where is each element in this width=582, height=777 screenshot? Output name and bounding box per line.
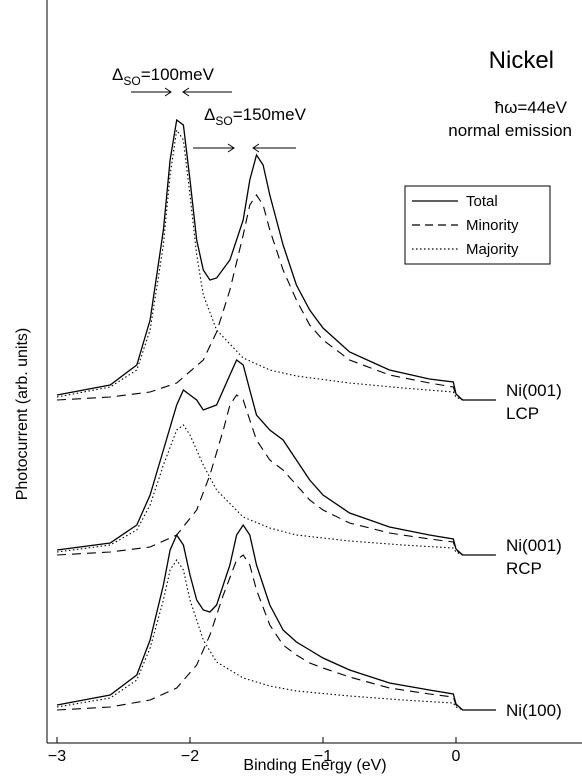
x-tick-label: −2 [181,748,199,765]
panel-sublabel-1: LCP [506,404,539,423]
series-total-panel-2 [56,358,496,556]
so-subscript: SO [215,114,232,128]
panel-label-1: Ni(001) [506,381,562,400]
panel-sublabel-2: RCP [506,559,542,578]
right-arrowhead-icon [227,143,235,153]
x-ticks: −3 −2 −1 0 [48,737,461,765]
left-arrowhead-icon [182,87,190,97]
so-splitting-right-annotation: ΔSO=150meV [193,105,307,153]
svg-text:ΔSO=150meV: ΔSO=150meV [204,105,307,128]
series-majority-panel-1 [56,128,496,401]
plot-frame [46,0,582,744]
emission-label: normal emission [448,121,572,140]
y-axis-label: Photocurrent (arb. units) [14,328,31,501]
panel-label-2: Ni(001) [506,536,562,555]
so-value: =100meV [141,65,215,84]
so-value: =150meV [233,105,307,124]
right-arrowhead-icon [164,87,172,97]
spectra-curves [56,118,496,711]
legend: Total Minority Majority [404,185,551,265]
left-arrowhead-icon [252,143,260,153]
series-minority-panel-1 [56,194,496,401]
x-tick-label: 0 [452,748,461,765]
chart-title: Nickel [489,47,554,74]
x-tick-label: −3 [48,748,66,765]
series-majority-panel-3 [56,559,496,711]
photon-energy-label: ħω=44eV [495,98,568,117]
panel-labels: Ni(001) LCP Ni(001) RCP Ni(100) [506,381,562,720]
so-splitting-left-annotation: ΔSO=100meV [112,65,232,97]
legend-label-minority: Minority [466,217,519,234]
svg-text:ΔSO=100meV: ΔSO=100meV [112,65,215,88]
series-total-panel-3 [56,523,496,711]
x-tick-label: −1 [314,748,332,765]
panel-label-3: Ni(100) [506,701,562,720]
series-majority-panel-2 [56,424,496,556]
series-minority-panel-3 [56,554,496,711]
delta-symbol: Δ [204,105,215,124]
legend-label-total: Total [466,193,498,210]
delta-symbol: Δ [112,65,123,84]
so-subscript: SO [123,74,140,88]
x-axis-label: Binding Energy (eV) [243,757,386,774]
series-minority-panel-2 [56,394,496,556]
series-total-panel-1 [56,118,496,401]
legend-label-majority: Majority [466,241,519,258]
